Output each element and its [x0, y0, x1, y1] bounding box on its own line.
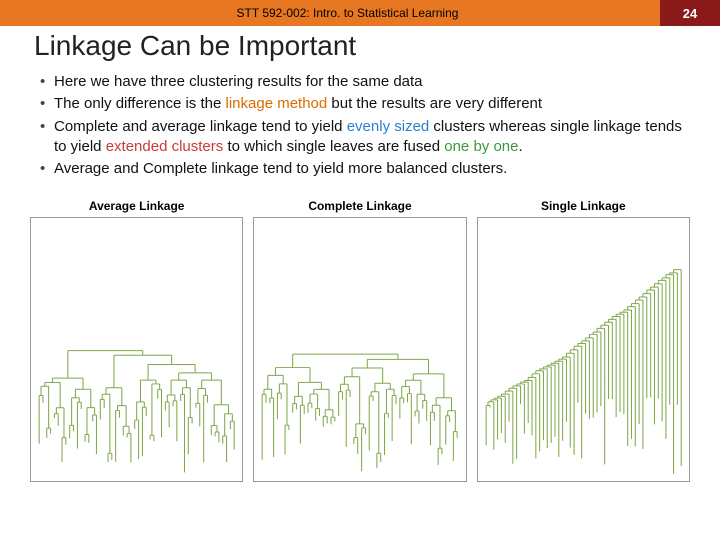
header-accent — [0, 0, 35, 26]
dendrogram-box — [477, 217, 690, 482]
bullet-item: Average and Complete linkage tend to yie… — [40, 159, 686, 179]
dendrogram-box — [30, 217, 243, 482]
bullet-list: Here we have three clustering results fo… — [0, 72, 720, 179]
bullet-item: Complete and average linkage tend to yie… — [40, 117, 686, 158]
slide-header: STT 592-002: Intro. to Statistical Learn… — [0, 0, 720, 26]
dendrogram-panel: Single Linkage — [477, 199, 690, 482]
bullet-item: The only difference is the linkage metho… — [40, 94, 686, 114]
panel-title: Complete Linkage — [308, 199, 411, 213]
dendrogram-panel: Average Linkage — [30, 199, 243, 482]
bullet-item: Here we have three clustering results fo… — [40, 72, 686, 92]
course-label: STT 592-002: Intro. to Statistical Learn… — [35, 0, 660, 26]
dendrogram-box — [253, 217, 466, 482]
dendrogram-row: Average Linkage Complete Linkage Single Li… — [0, 181, 720, 482]
slide-title: Linkage Can be Important — [0, 26, 720, 72]
panel-title: Single Linkage — [541, 199, 626, 213]
dendrogram-panel: Complete Linkage — [253, 199, 466, 482]
page-number: 24 — [660, 0, 720, 26]
panel-title: Average Linkage — [89, 199, 185, 213]
